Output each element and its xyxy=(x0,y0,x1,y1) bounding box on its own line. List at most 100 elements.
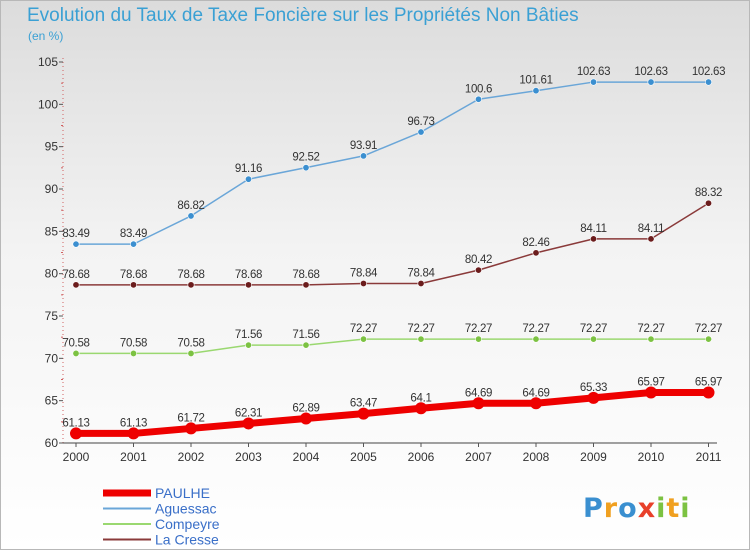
data-point xyxy=(300,412,312,425)
data-point xyxy=(704,78,712,86)
data-label: 64.69 xyxy=(465,387,492,399)
data-point xyxy=(245,341,253,349)
axes: 60 65 70 75 80 85 90 95 100 105 2000 2001 2002 2003 20… xyxy=(38,55,722,464)
data-label: 78.68 xyxy=(177,269,204,281)
data-point xyxy=(647,335,655,343)
data-point xyxy=(185,422,197,435)
data-point xyxy=(245,175,253,183)
data-label: 82.46 xyxy=(522,237,549,249)
data-point xyxy=(359,152,367,160)
data-label: 72.27 xyxy=(637,323,664,335)
legend-label: La Cresse xyxy=(155,532,219,548)
data-point xyxy=(474,266,482,274)
data-label: 102.63 xyxy=(577,66,610,78)
y-tick-label: 85 xyxy=(45,224,59,238)
y-tick-label: 95 xyxy=(45,140,59,154)
legend-label: PAULHE xyxy=(155,485,210,501)
data-point xyxy=(589,78,597,86)
data-point xyxy=(187,212,195,220)
data-point xyxy=(474,95,482,103)
data-label: 72.27 xyxy=(350,323,377,335)
x-tick-label: 2010 xyxy=(638,450,665,464)
legend-item-compeyre: Compeyre xyxy=(103,516,220,532)
data-label: 72.27 xyxy=(522,323,549,335)
y-tick-label: 70 xyxy=(45,351,59,365)
data-point xyxy=(242,417,255,430)
data-point xyxy=(647,78,655,86)
data-label: 100.6 xyxy=(465,83,492,95)
data-label: 71.56 xyxy=(292,329,319,341)
data-point xyxy=(70,427,82,440)
data-point xyxy=(589,235,597,243)
data-label: 61.72 xyxy=(177,412,204,424)
data-point xyxy=(302,341,310,349)
legend-item-paulhe: PAULHE xyxy=(103,485,210,501)
legend-label: Compeyre xyxy=(155,516,220,532)
data-point xyxy=(472,397,485,410)
data-point xyxy=(130,240,138,248)
y-tick-label: 100 xyxy=(38,97,58,111)
data-label: 62.31 xyxy=(235,407,262,419)
series-line xyxy=(75,338,710,355)
data-point xyxy=(187,281,195,289)
data-label: 78.68 xyxy=(62,269,89,281)
data-point xyxy=(704,199,712,207)
y-tick-label: 75 xyxy=(45,309,59,323)
data-label: 61.13 xyxy=(120,417,147,429)
x-tick-label: 2004 xyxy=(293,450,320,464)
series-aguessac: 83.49 83.49 86.82 91.16 92.52 93.91 96.73 100.6… xyxy=(62,66,725,248)
data-point xyxy=(532,335,540,343)
data-label: 102.63 xyxy=(634,66,667,78)
data-label: 83.49 xyxy=(120,228,147,240)
x-tick-label: 2005 xyxy=(350,450,377,464)
data-label: 61.13 xyxy=(62,417,89,429)
data-label: 78.68 xyxy=(235,269,262,281)
data-label: 96.73 xyxy=(407,116,434,128)
data-point xyxy=(357,407,370,420)
proxiti-logo: Proxiti xyxy=(583,493,691,524)
data-label: 72.27 xyxy=(407,323,434,335)
data-point xyxy=(127,427,140,440)
data-point xyxy=(704,335,712,343)
data-label: 72.27 xyxy=(465,323,492,335)
x-tick-label: 2003 xyxy=(235,450,262,464)
legend-item-la-cresse: La Cresse xyxy=(103,532,219,548)
data-label: 84.11 xyxy=(580,223,606,235)
data-point xyxy=(474,335,482,343)
data-point xyxy=(359,335,367,343)
data-point xyxy=(417,335,425,343)
data-point xyxy=(302,164,310,172)
data-label: 63.47 xyxy=(350,398,377,410)
series-line xyxy=(72,388,712,437)
data-label: 80.42 xyxy=(465,254,492,266)
data-label: 70.58 xyxy=(177,337,204,349)
data-point xyxy=(130,349,138,357)
data-label: 91.16 xyxy=(235,163,262,175)
data-label: 88.32 xyxy=(695,187,722,199)
data-point xyxy=(417,279,425,287)
data-label: 65.97 xyxy=(637,376,664,388)
data-label: 78.84 xyxy=(350,267,378,279)
data-label: 101.61 xyxy=(519,75,552,87)
data-point xyxy=(72,281,80,289)
data-label: 65.97 xyxy=(695,376,722,388)
data-label: 78.84 xyxy=(407,267,435,279)
data-point xyxy=(417,128,425,136)
data-label: 78.68 xyxy=(292,269,319,281)
legend-label: Aguessac xyxy=(155,501,216,517)
data-point xyxy=(187,349,195,357)
x-tick-label: 2011 xyxy=(696,450,722,464)
y-tick-label: 90 xyxy=(45,182,59,196)
data-point xyxy=(647,235,655,243)
data-point xyxy=(532,87,540,95)
y-tick-label: 65 xyxy=(45,394,59,408)
data-label: 71.56 xyxy=(235,329,262,341)
data-label: 86.82 xyxy=(177,200,204,212)
series-layer: 83.49 83.49 86.82 91.16 92.52 93.91 96.73 100.6… xyxy=(62,66,725,440)
x-tick-label: 2006 xyxy=(408,450,435,464)
series-compeyre: 70.58 70.58 70.58 71.56 71.56 72.27 72.27 72.27… xyxy=(62,323,722,357)
data-point xyxy=(359,279,367,287)
x-tick-label: 2002 xyxy=(178,450,205,464)
